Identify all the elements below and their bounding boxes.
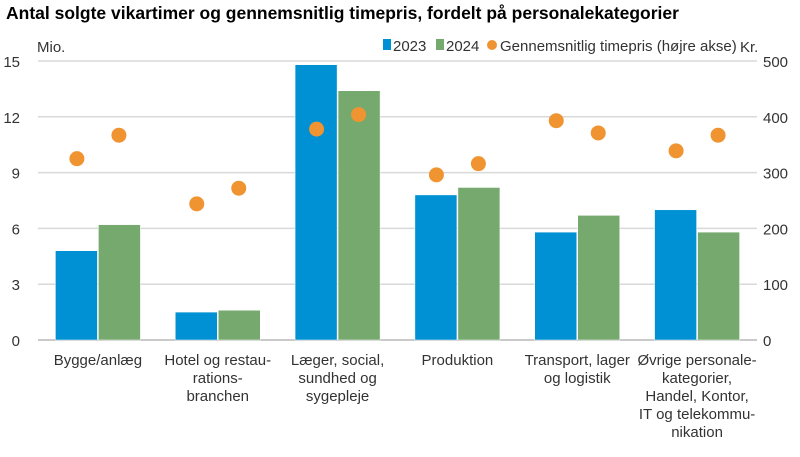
x-tick-label: og logistik: [544, 370, 611, 387]
legend-swatch-2024: [436, 39, 444, 50]
bar-2023: [414, 194, 458, 341]
x-tick-label: nikation: [671, 424, 723, 441]
x-tick-label: Læger, social,: [291, 352, 384, 369]
y-tick-label: 12: [3, 110, 20, 127]
bar-2023: [175, 311, 218, 341]
bar-2023: [294, 64, 338, 341]
legend-label-2023: 2023: [393, 38, 426, 55]
bar-2024: [577, 215, 620, 341]
y-tick-label: 0: [12, 333, 20, 350]
x-tick-label: rations-: [193, 370, 243, 387]
x-tick-label: Hotel og restau-: [164, 352, 271, 369]
price-dot-2023: [668, 143, 684, 159]
y2-tick-label: 300: [763, 166, 788, 183]
y-tick-label: 9: [12, 166, 20, 183]
price-dot-2024: [590, 125, 606, 141]
x-tick-label: Handel, Kontor,: [645, 388, 748, 405]
bar-2024: [457, 187, 501, 341]
price-dot-2024: [470, 156, 486, 172]
price-dot-2023: [548, 113, 564, 129]
price-dot-2023: [69, 151, 85, 167]
y2-tick-label: 400: [763, 110, 788, 127]
x-tick-label: kategorier,: [662, 370, 732, 387]
x-tick-label: Produktion: [422, 352, 494, 369]
y2-tick-label: 0: [763, 333, 771, 350]
y-tick-label: 6: [12, 221, 20, 238]
y2-tick-label: 200: [763, 221, 788, 238]
x-tick-label: Bygge/anlæg: [54, 352, 142, 369]
price-dot-2024: [710, 127, 726, 143]
bar-2023: [654, 209, 697, 341]
x-tick-label: branchen: [186, 388, 249, 405]
bar-2024: [98, 224, 141, 341]
bar-2024: [218, 309, 261, 341]
price-dot-2024: [351, 107, 367, 123]
x-tick-label: IT og telekommu-: [639, 406, 755, 423]
price-dot-2023: [189, 196, 205, 212]
price-dot-2023: [428, 167, 444, 183]
legend-swatch-2023: [383, 39, 391, 50]
legend-label-price: Gennemsnitlig timepris (højre akse): [500, 38, 737, 55]
bar-2024: [697, 231, 740, 341]
bar-2024: [337, 90, 381, 341]
x-tick-label: sundhed og: [298, 370, 376, 387]
bar-2023: [534, 231, 577, 341]
price-dot-2023: [309, 121, 325, 137]
y-axis-label: Mio.: [37, 39, 65, 56]
y-tick-label: 3: [12, 277, 20, 294]
x-tick-label: Transport, lager: [525, 352, 630, 369]
x-tick-label: sygepleje: [306, 388, 369, 405]
chart-title: Antal solgte vikartimer og gennemsnitlig…: [6, 3, 679, 23]
y2-tick-label: 100: [763, 277, 788, 294]
legend-marker-price: [487, 40, 497, 50]
price-dot-2024: [111, 127, 127, 143]
price-dot-2024: [231, 180, 247, 196]
y2-tick-label: 500: [763, 54, 788, 71]
y-tick-label: 15: [3, 54, 20, 71]
bar-2023: [55, 250, 98, 341]
y2-axis-label: Kr.: [740, 39, 758, 56]
legend-label-2024: 2024: [446, 38, 479, 55]
x-tick-label: Øvrige personale-: [637, 352, 756, 369]
